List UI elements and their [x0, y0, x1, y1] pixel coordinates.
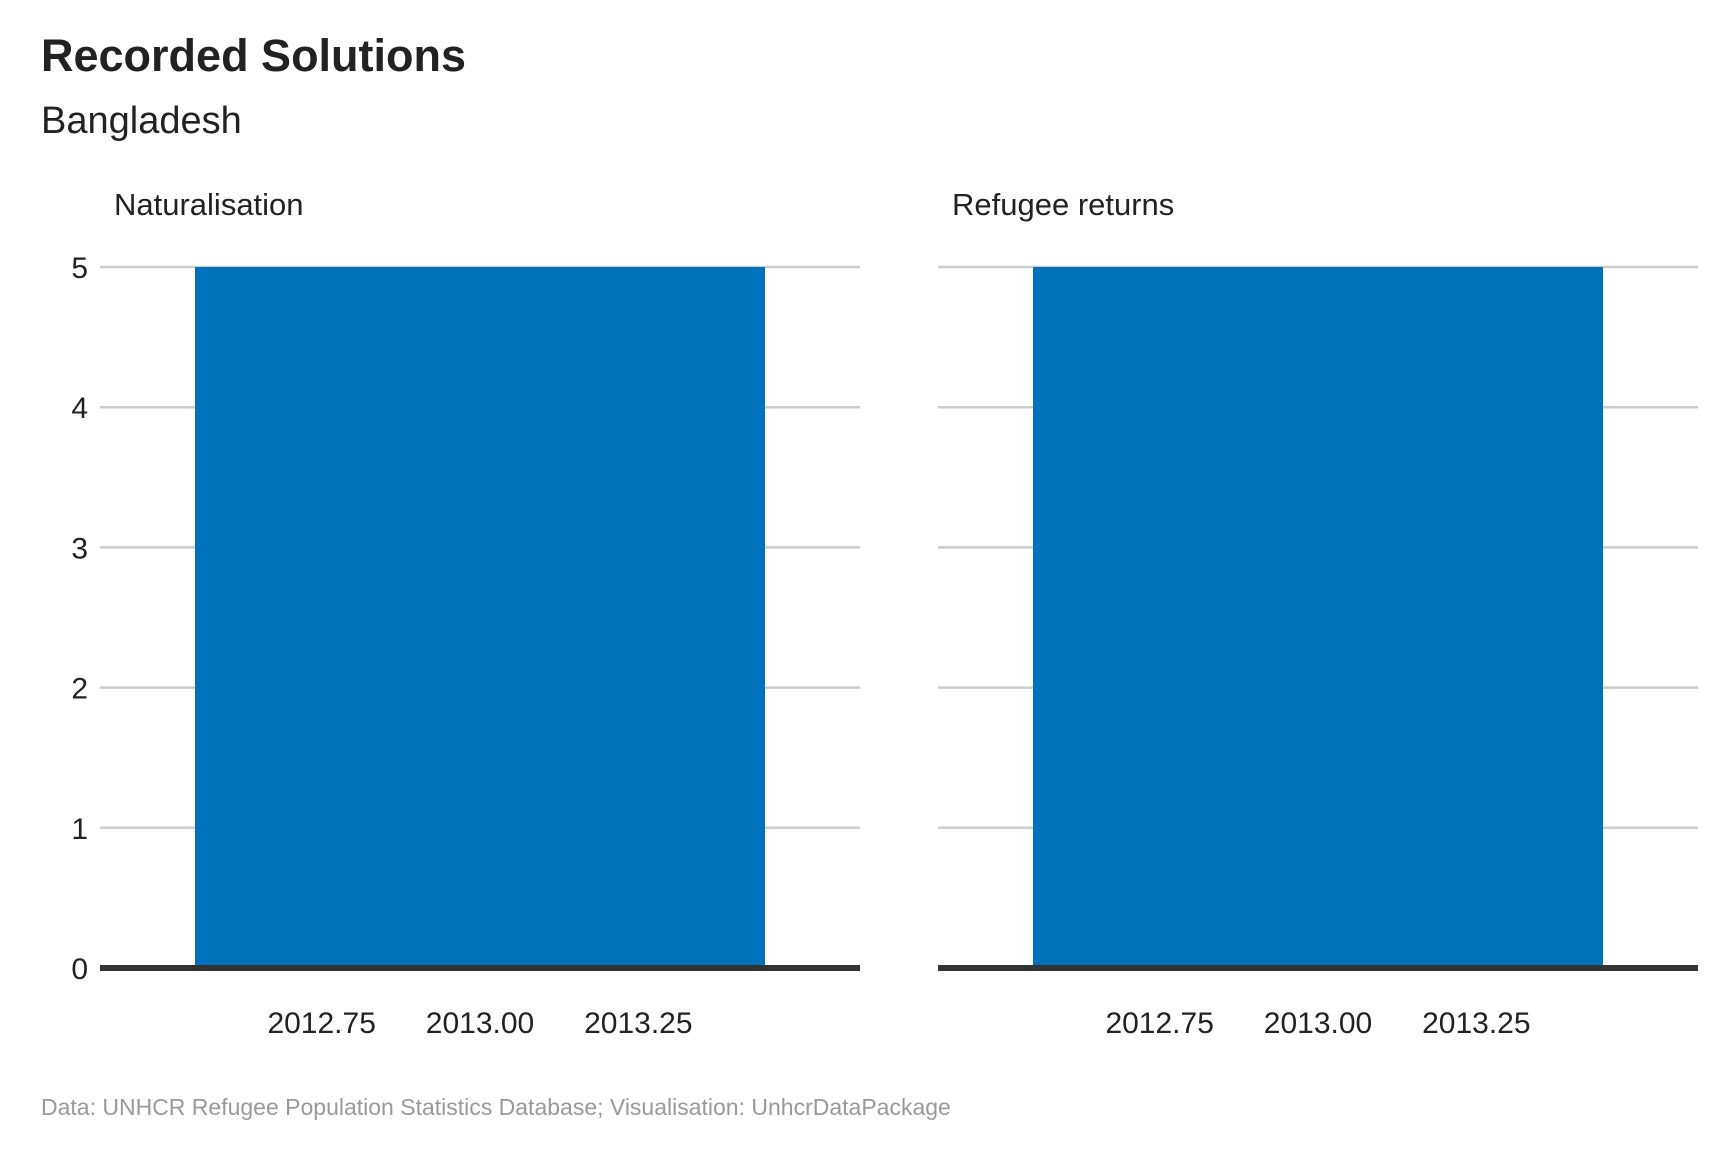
bar-1-0 — [1033, 267, 1603, 968]
x-tick-label: 2012.75 — [267, 1007, 375, 1040]
x-tick-label: 2013.25 — [1422, 1007, 1530, 1040]
facet-title-1: Refugee returns — [952, 187, 1174, 222]
y-tick-label: 5 — [71, 252, 88, 285]
y-tick-label: 2 — [71, 673, 88, 706]
chart-subtitle: Bangladesh — [41, 100, 242, 142]
x-tick-label: 2012.75 — [1105, 1007, 1213, 1040]
y-tick-label: 3 — [71, 532, 88, 565]
y-tick-label: 1 — [71, 813, 88, 846]
y-tick-label: 0 — [71, 953, 88, 986]
x-tick-label: 2013.00 — [1264, 1007, 1372, 1040]
x-tick-label: 2013.25 — [584, 1007, 692, 1040]
chart-title: Recorded Solutions — [41, 30, 467, 81]
chart-caption: Data: UNHCR Refugee Population Statistic… — [41, 1094, 951, 1120]
facet-title-0: Naturalisation — [114, 187, 304, 222]
x-tick-label: 2013.00 — [426, 1007, 534, 1040]
y-tick-label: 4 — [71, 392, 88, 425]
bar-0-0 — [195, 267, 765, 968]
